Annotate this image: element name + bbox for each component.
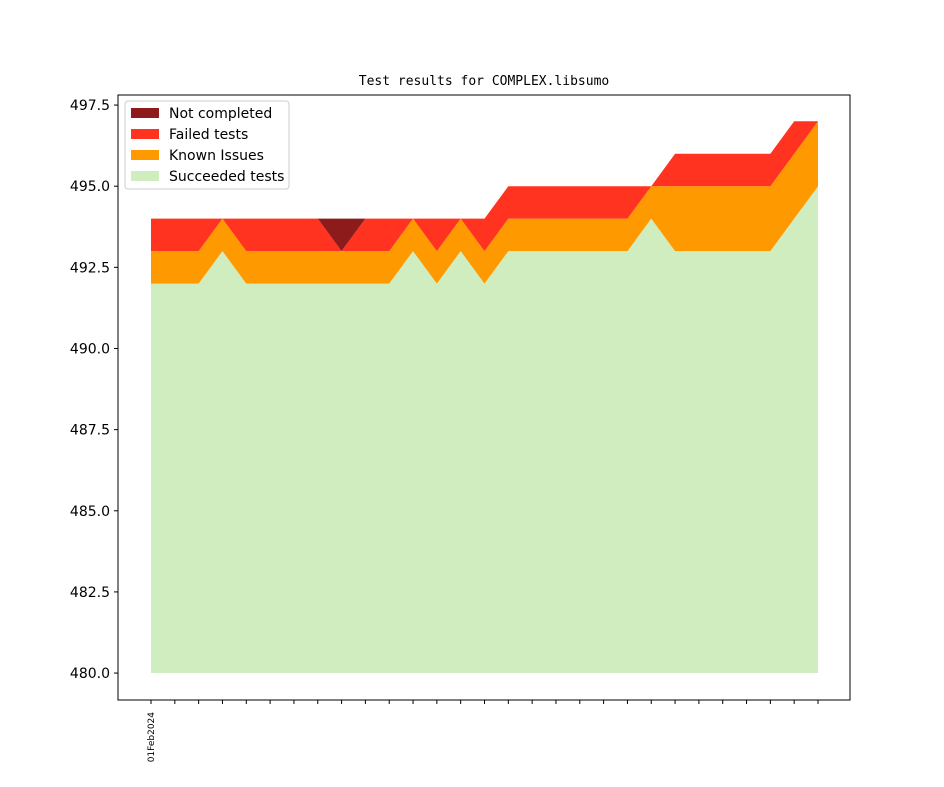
legend-swatch xyxy=(131,108,159,118)
legend-label: Known Issues xyxy=(169,148,264,164)
area xyxy=(151,186,818,674)
legend-swatch xyxy=(131,171,159,181)
y-tick-label: 485.0 xyxy=(70,504,110,520)
y-tick-label: 495.0 xyxy=(70,179,110,195)
legend-swatch xyxy=(131,129,159,139)
x-tick-label: 01Feb2024 xyxy=(147,712,157,763)
area xyxy=(151,121,818,284)
y-tick-label: 490.0 xyxy=(70,341,110,357)
y-tick-label: 480.0 xyxy=(70,666,110,682)
y-tick-label: 497.5 xyxy=(70,98,110,114)
legend-box xyxy=(124,100,290,190)
legend-label: Succeeded tests xyxy=(169,169,284,185)
y-tick-label: 487.5 xyxy=(70,423,110,439)
legend-label: Failed tests xyxy=(169,127,248,143)
y-tick-label: 492.5 xyxy=(70,260,110,276)
chart-title: Test results for COMPLEX.libsumo xyxy=(359,74,609,89)
legend-label: Not completed xyxy=(169,106,272,122)
area xyxy=(151,121,818,252)
legend-swatch xyxy=(131,150,159,160)
y-tick-label: 482.5 xyxy=(70,585,110,601)
